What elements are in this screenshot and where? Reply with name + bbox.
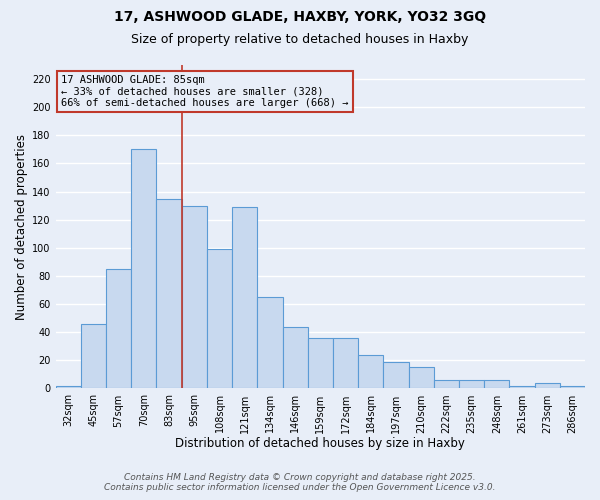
Text: 17 ASHWOOD GLADE: 85sqm
← 33% of detached houses are smaller (328)
66% of semi-d: 17 ASHWOOD GLADE: 85sqm ← 33% of detache… bbox=[61, 74, 349, 108]
Text: Contains HM Land Registry data © Crown copyright and database right 2025.
Contai: Contains HM Land Registry data © Crown c… bbox=[104, 473, 496, 492]
Y-axis label: Number of detached properties: Number of detached properties bbox=[15, 134, 28, 320]
Bar bbox=[308, 338, 333, 388]
Bar bbox=[257, 297, 283, 388]
Bar bbox=[157, 198, 182, 388]
Text: 17, ASHWOOD GLADE, HAXBY, YORK, YO32 3GQ: 17, ASHWOOD GLADE, HAXBY, YORK, YO32 3GQ bbox=[114, 10, 486, 24]
X-axis label: Distribution of detached houses by size in Haxby: Distribution of detached houses by size … bbox=[175, 437, 465, 450]
Bar bbox=[358, 354, 383, 388]
Bar bbox=[560, 386, 585, 388]
Bar bbox=[131, 150, 157, 388]
Bar bbox=[56, 386, 81, 388]
Bar bbox=[434, 380, 459, 388]
Bar bbox=[232, 207, 257, 388]
Bar bbox=[383, 362, 409, 388]
Bar bbox=[484, 380, 509, 388]
Bar bbox=[81, 324, 106, 388]
Bar bbox=[182, 206, 207, 388]
Text: Size of property relative to detached houses in Haxby: Size of property relative to detached ho… bbox=[131, 32, 469, 46]
Bar bbox=[459, 380, 484, 388]
Bar bbox=[106, 269, 131, 388]
Bar bbox=[535, 383, 560, 388]
Bar bbox=[283, 326, 308, 388]
Bar bbox=[333, 338, 358, 388]
Bar bbox=[207, 249, 232, 388]
Bar bbox=[409, 368, 434, 388]
Bar bbox=[509, 386, 535, 388]
